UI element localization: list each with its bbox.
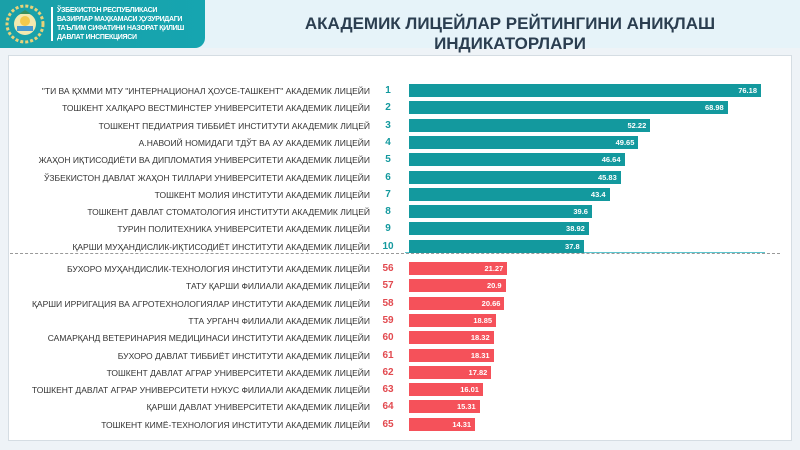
category-label: ТУРИН ПОЛИТЕХНИКА УНИВЕРСИТЕТИ АКАДЕМИК …: [117, 224, 370, 235]
rank-label: 57: [382, 280, 394, 292]
rank-label: 5: [385, 154, 391, 166]
data-label: 17.82: [468, 367, 488, 377]
rank-label: 10: [382, 240, 394, 252]
divider: [51, 7, 53, 41]
rank-label: 58: [382, 297, 394, 309]
bar: 17.82: [409, 365, 492, 379]
data-label: 52.22: [627, 120, 647, 130]
rank-label: 60: [382, 332, 394, 344]
category-label: ТОШКЕНТ ДАВЛАТ АГРАР УНИВЕРСИТЕТИ НУКУС …: [31, 385, 370, 396]
data-label: 15.31: [456, 402, 476, 412]
bar: 43.4: [409, 187, 610, 201]
state-emblem-icon: [5, 4, 45, 44]
category-label: ЎЗБЕКИСТОН ДАВЛАТ ЖАҲОН ТИЛЛАРИ УНИВЕРСИ…: [43, 172, 370, 183]
rank-label: 63: [382, 384, 394, 396]
bar: 15.31: [409, 400, 480, 414]
rank-label: 1: [385, 85, 391, 96]
category-label: ТОШКЕНТ ДАВЛАТ АГРАР УНИВЕРСИТЕТИ АКАДЕМ…: [106, 367, 370, 378]
rank-label: 62: [382, 366, 394, 378]
data-label: 14.31: [452, 419, 472, 429]
data-label: 39.6: [573, 207, 588, 217]
data-label: 76.18: [738, 86, 757, 95]
rank-label: 8: [385, 206, 391, 218]
category-label: ҚАРШИ ИРРИГАЦИЯ ВА АГРОТЕХНОЛОГИЯЛАР ИНС…: [31, 298, 370, 309]
category-label: ҚАРШИ МУҲАНДИСЛИК-ИҚТИСОДИЁТ ИНСТИТУТИ А…: [72, 241, 370, 252]
data-label: 18.31: [470, 350, 490, 360]
bar: 49.65: [409, 135, 639, 149]
category-label: ТОШКЕНТ ПЕДИАТРИЯ ТИББИЁТ ИНСТИТУТИ АКАД…: [98, 120, 370, 131]
bar: 20.9: [409, 279, 506, 293]
bar: 68.98: [409, 101, 728, 115]
data-label: 37.8: [565, 241, 580, 251]
rank-label: 6: [385, 171, 391, 183]
bar: 18.32: [409, 331, 494, 345]
category-label: ТАТУ ҚАРШИ ФИЛИАЛИ АКАДЕМИК ЛИЦЕЙИ: [186, 281, 370, 292]
rank-label: 64: [382, 401, 394, 413]
bar: 52.22: [409, 118, 651, 132]
separator-accent: [405, 252, 765, 253]
bar: 21.27: [409, 262, 508, 275]
rank-label: 61: [382, 349, 394, 361]
data-label: 20.9: [486, 281, 502, 291]
data-label: 46.64: [601, 155, 621, 165]
data-label: 18.85: [473, 315, 493, 325]
data-label: 45.83: [597, 172, 617, 182]
rank-label: 7: [385, 188, 391, 200]
category-label: А.НАВОИЙ НОМИДАГИ ТДЎТ ВА АУ АКАДЕМИК ЛИ…: [138, 137, 370, 148]
org-line: ТАЪЛИМ СИФАТИНИ НАЗОРАТ ҚИЛИШ: [57, 25, 185, 32]
category-label: ТТА УРГАНЧ ФИЛИАЛИ АКАДЕМИК ЛИЦЕЙИ: [188, 315, 370, 326]
org-line: ВАЗИРЛАР МАҲКАМАСИ ҲУЗУРИДАГИ: [57, 16, 183, 23]
rank-label: 9: [385, 223, 391, 235]
category-label: ТОШКЕНТ ДАВЛАТ СТОМАТОЛОГИЯ ИНСТИТУТИ АК…: [87, 207, 370, 218]
logo-box: ЎЗБЕКИСТОН РЕСПУБЛИКАСИ ВАЗИРЛАР МАҲКАМА…: [0, 0, 205, 48]
bar: 76.18: [409, 84, 761, 97]
category-label: САМАРҚАНД ВЕТЕРИНАРИЯ МЕДИЦИНАСИ ИНСТИТУ…: [47, 333, 370, 344]
rank-label: 59: [382, 314, 394, 326]
bar: 39.6: [409, 205, 592, 219]
page-title: АКАДЕМИК ЛИЦЕЙЛАР РЕЙТИНГИНИ АНИҚЛАШ ИНД…: [304, 14, 716, 53]
rank-label: 2: [385, 102, 391, 114]
separator-line: [10, 253, 780, 254]
data-label: 16.01: [460, 385, 479, 395]
bar: 14.31: [409, 417, 476, 431]
bar: 46.64: [409, 153, 625, 167]
bar: 18.31: [409, 348, 494, 362]
category-label: "ТИ ВА ҚХММИ МТУ "ИНТЕРНАЦИОНАЛ ҲОУСЕ-ТА…: [41, 86, 370, 96]
org-line: ДАВЛАТ ИНСПЕКЦИЯСИ: [57, 34, 137, 41]
data-label: 18.32: [470, 333, 490, 343]
data-label: 43.4: [590, 189, 606, 199]
rank-label: 4: [385, 136, 391, 148]
category-label: ТОШКЕНТ ХАЛҚАРО ВЕСТМИНСТЕР УНИВЕРСИТЕТИ…: [62, 103, 370, 114]
data-label: 20.66: [481, 298, 501, 308]
rank-label: 3: [385, 119, 391, 131]
bar: 16.01: [409, 383, 483, 397]
category-label: БУХОРО МУҲАНДИСЛИК-ТЕХНОЛОГИЯ ИНСТИТУТИ …: [67, 264, 370, 274]
category-label: БУХОРО ДАВЛАТ ТИББИЁТ ИНСТИТУТИ АКАДЕМИК…: [117, 350, 370, 361]
bar: 18.85: [409, 313, 497, 327]
data-label: 21.27: [484, 264, 504, 273]
bar: 45.83: [409, 170, 621, 184]
rank-label: 65: [382, 418, 394, 430]
category-label: ТОШКЕНТ КИМЁ-ТЕХНОЛОГИЯ ИНСТИТУТИ АКАДЕМ…: [101, 419, 370, 430]
bar: 37.8: [409, 239, 584, 253]
category-label: ТОШКЕНТ МОЛИЯ ИНСТИТУТИ АКАДЕМИК ЛИЦЕЙИ: [154, 189, 370, 200]
data-label: 38.92: [566, 224, 585, 234]
data-label: 68.98: [704, 103, 724, 113]
bar: 20.66: [409, 296, 505, 310]
org-line: ЎЗБЕКИСТОН РЕСПУБЛИКАСИ: [57, 7, 158, 14]
rank-label: 56: [382, 263, 394, 274]
category-label: ҚАРШИ ДАВЛАТ УНИВЕРСИТЕТИ АКАДЕМИК ЛИЦЕЙ…: [146, 402, 370, 413]
bar: 38.92: [409, 222, 589, 236]
organization-name: ЎЗБЕКИСТОН РЕСПУБЛИКАСИ ВАЗИРЛАР МАҲКАМА…: [57, 6, 184, 42]
chart-panel: [8, 55, 792, 441]
data-label: 49.65: [615, 137, 635, 147]
category-label: ЖАҲОН ИҚТИСОДИЁТИ ВА ДИПЛОМАТИЯ УНИВЕРСИ…: [38, 155, 370, 166]
